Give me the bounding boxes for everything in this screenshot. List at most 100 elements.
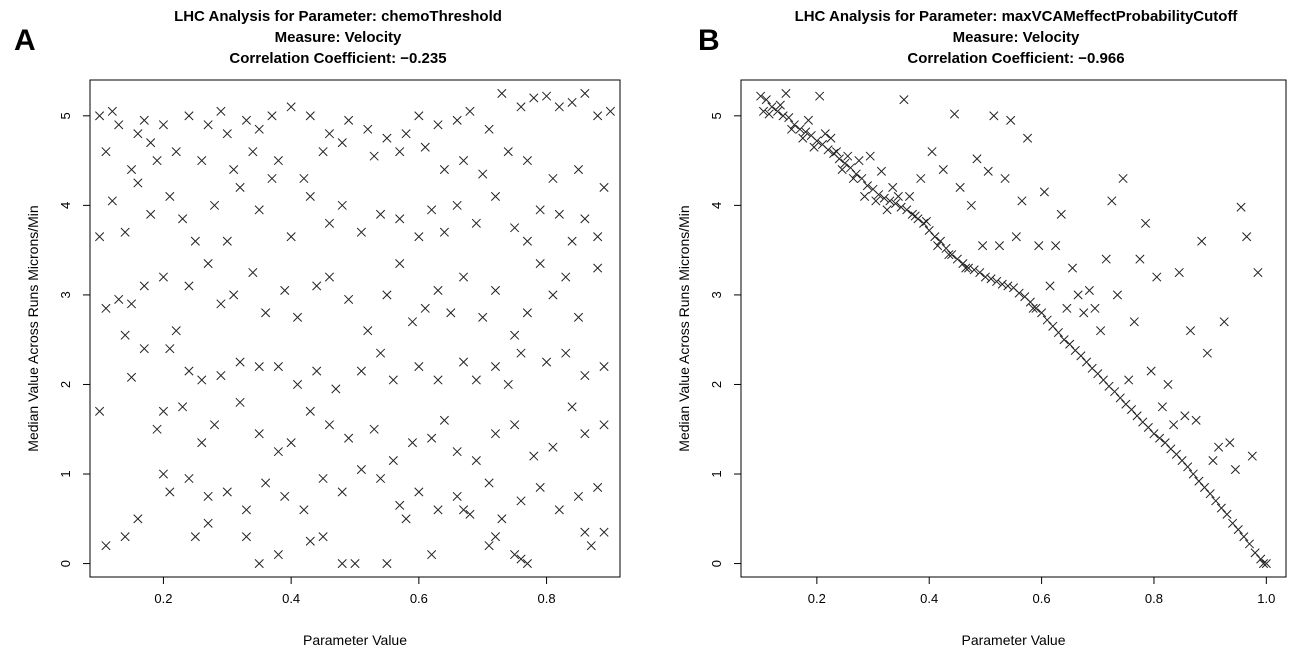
data-point xyxy=(401,514,411,524)
data-point xyxy=(178,402,188,412)
data-point xyxy=(529,93,539,103)
data-point xyxy=(1000,173,1010,184)
data-point xyxy=(171,147,181,157)
data-point xyxy=(848,173,858,184)
data-point xyxy=(801,127,811,137)
data-point xyxy=(599,420,609,430)
title-line-1: LHC Analysis for Parameter: maxVCAMeffec… xyxy=(794,8,1238,25)
data-point xyxy=(778,111,788,121)
data-point xyxy=(216,299,226,309)
data-point xyxy=(273,362,283,372)
data-point xyxy=(235,182,245,193)
data-point xyxy=(803,115,813,125)
data-point xyxy=(139,281,149,291)
data-point xyxy=(139,344,149,354)
data-point xyxy=(949,109,960,119)
data-point xyxy=(299,505,309,515)
data-point xyxy=(254,429,264,439)
data-point xyxy=(1084,285,1094,295)
data-point xyxy=(344,433,354,443)
scatter-plot-b: 0.2 0.4 0.6 0.8 1.0 0 1 2 3 4 5 Parameter Value Medi… xyxy=(676,79,1287,648)
data-point xyxy=(363,124,373,134)
data-point xyxy=(165,344,175,354)
data-point xyxy=(203,491,213,501)
data-point xyxy=(919,218,929,228)
data-point xyxy=(120,532,130,542)
data-point xyxy=(1202,348,1212,358)
data-point xyxy=(254,205,264,215)
data-point xyxy=(95,232,105,242)
data-point xyxy=(312,281,322,291)
data-point xyxy=(133,129,143,139)
data-point xyxy=(235,357,245,367)
data-point xyxy=(95,111,105,121)
data-point xyxy=(958,259,968,269)
data-point xyxy=(126,372,137,382)
data-point xyxy=(535,259,545,269)
data-point xyxy=(930,232,940,242)
data-point xyxy=(522,156,532,166)
data-point xyxy=(1062,303,1072,313)
data-point xyxy=(471,456,481,466)
data-point xyxy=(375,348,386,358)
data-point xyxy=(1225,438,1235,448)
data-point xyxy=(831,147,842,157)
data-point xyxy=(273,156,283,166)
data-point xyxy=(420,303,430,313)
data-point xyxy=(184,473,194,484)
y-tick-label: 3 xyxy=(709,291,724,298)
x-tick-label: 0.2 xyxy=(154,591,172,606)
data-point xyxy=(986,274,996,284)
data-point xyxy=(605,106,615,116)
data-point xyxy=(1163,379,1173,390)
data-point xyxy=(787,124,797,134)
data-point xyxy=(139,115,149,125)
data-point xyxy=(874,190,884,200)
data-point xyxy=(229,290,239,300)
data-point xyxy=(840,158,850,168)
data-point xyxy=(893,191,903,201)
panel-label: B xyxy=(698,24,720,57)
x-tick-label: 0.4 xyxy=(920,591,938,606)
data-point xyxy=(254,362,264,372)
x-tick-label: 0.6 xyxy=(410,591,428,606)
scatter-plot-a: 0.2 0.4 0.6 0.8 0 1 2 3 4 5 Parameter Value Median … xyxy=(25,79,621,648)
data-point xyxy=(561,272,571,282)
data-point xyxy=(798,133,808,143)
data-point xyxy=(854,156,864,166)
data-point xyxy=(933,241,943,251)
data-point xyxy=(241,532,251,542)
data-point xyxy=(955,182,965,193)
data-point xyxy=(516,496,526,506)
data-point xyxy=(452,491,462,501)
data-point xyxy=(414,362,424,372)
data-point xyxy=(966,200,976,210)
x-axis-label: Parameter Value xyxy=(303,632,407,648)
data-point xyxy=(561,348,571,358)
data-point xyxy=(465,509,475,519)
data-point xyxy=(1011,232,1021,242)
data-point xyxy=(902,205,912,215)
data-point xyxy=(178,214,188,224)
data-point xyxy=(414,111,424,121)
data-point xyxy=(905,191,915,201)
data-point xyxy=(184,366,194,376)
data-point xyxy=(95,406,105,416)
data-point xyxy=(879,193,889,203)
data-point xyxy=(975,267,985,278)
data-point xyxy=(401,129,411,139)
data-point xyxy=(280,285,290,295)
data-point xyxy=(146,138,156,148)
data-point xyxy=(497,514,507,524)
data-point xyxy=(1073,290,1083,300)
data-point xyxy=(120,227,130,237)
data-point xyxy=(516,554,526,564)
data-point xyxy=(1244,539,1255,549)
data-point xyxy=(857,173,867,184)
data-point xyxy=(216,106,226,116)
data-point xyxy=(267,173,277,184)
data-point xyxy=(312,366,322,376)
data-point xyxy=(459,156,469,166)
data-point xyxy=(573,491,584,501)
data-point xyxy=(1031,303,1041,313)
